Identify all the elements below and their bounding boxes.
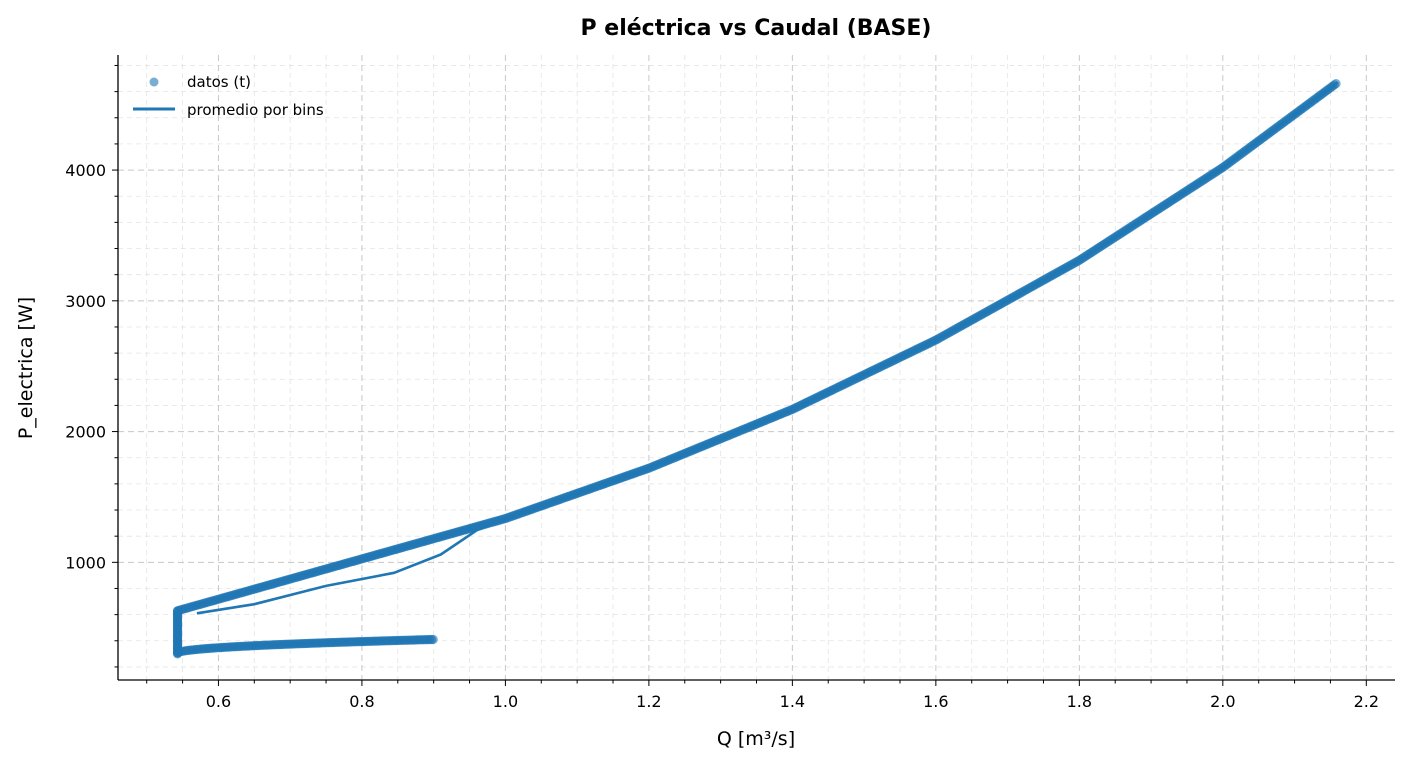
y-tick-label: 4000 <box>65 161 106 180</box>
y-axis-label: P_electrica [W] <box>15 297 37 439</box>
x-tick-label: 2.2 <box>1354 692 1379 711</box>
minor-grid <box>118 55 1395 680</box>
bin-average-line <box>196 81 1339 615</box>
x-tick-label: 2.0 <box>1210 692 1235 711</box>
legend-label-line: promedio por bins <box>187 101 324 119</box>
y-tick-label: 2000 <box>65 423 106 442</box>
x-tick-label: 1.0 <box>493 692 518 711</box>
scatter-point <box>172 606 183 616</box>
bin-average-series <box>196 81 1339 615</box>
x-tick-label: 1.2 <box>636 692 661 711</box>
legend-scatter-marker <box>149 77 159 87</box>
y-tick-label: 3000 <box>65 292 106 311</box>
x-axis-label: Q [m³/s] <box>717 728 795 750</box>
x-tick-label: 0.6 <box>206 692 231 711</box>
x-tick-label: 1.6 <box>923 692 948 711</box>
x-tick-label: 1.4 <box>780 692 805 711</box>
chart-title: P eléctrica vs Caudal (BASE) <box>581 16 932 41</box>
legend: datos (t) promedio por bins <box>133 73 324 119</box>
x-tick-label: 0.8 <box>349 692 374 711</box>
ticks: 0.6 0.8 1.0 1.2 1.4 1.6 1.8 2.0 2.2 1000 2000 3000 4… <box>65 64 1379 711</box>
legend-label-scatter: datos (t) <box>187 73 251 91</box>
major-grid <box>118 55 1395 680</box>
scatter-point <box>428 634 438 645</box>
y-tick-label: 1000 <box>65 553 106 572</box>
x-tick-label: 1.8 <box>1067 692 1092 711</box>
